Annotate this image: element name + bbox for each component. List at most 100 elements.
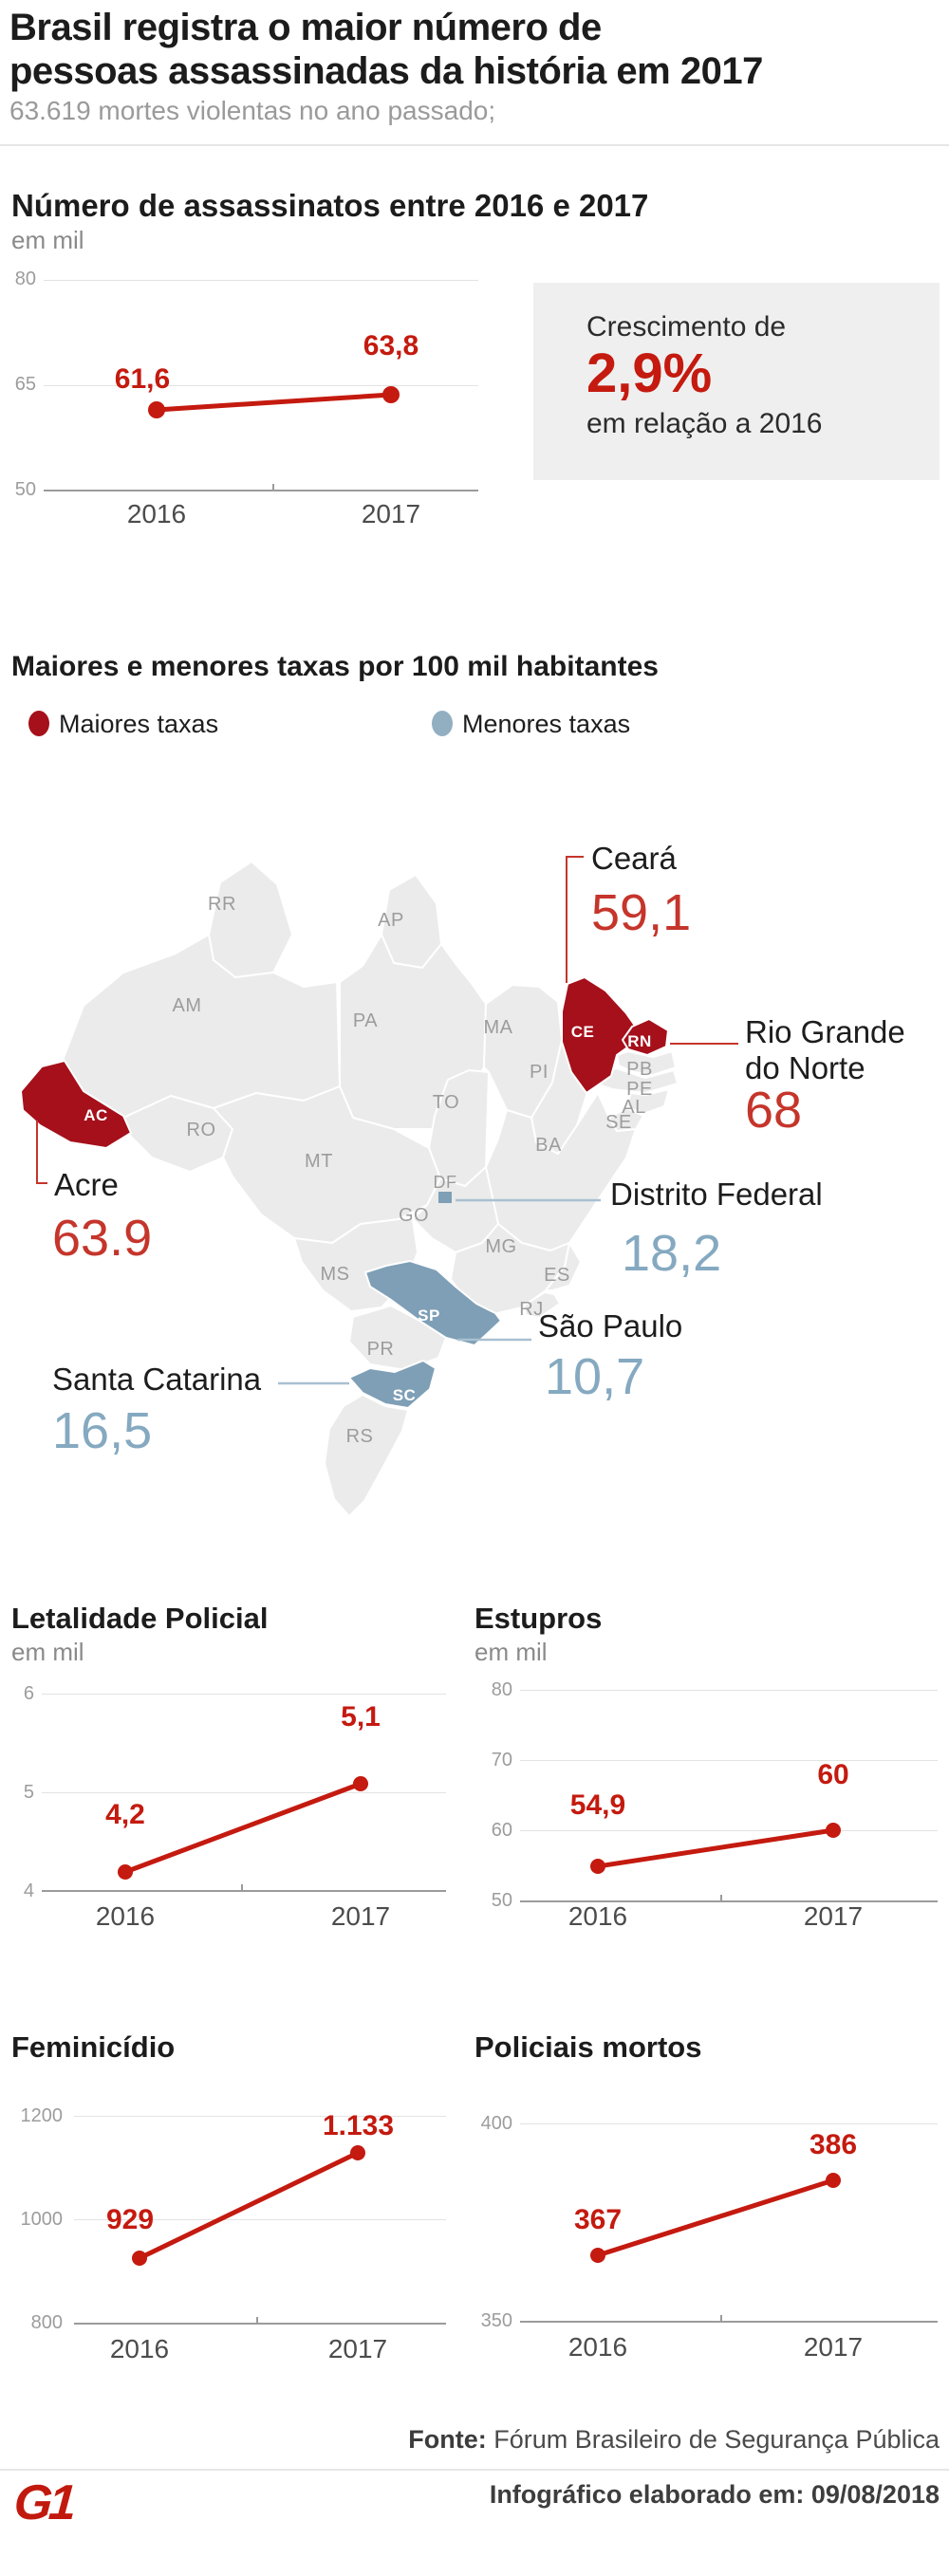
- data-point-2016: [132, 2251, 147, 2266]
- page-title-line2: pessoas assassinadas da história em 2017: [9, 50, 763, 92]
- sp-callout-name: São Paulo: [538, 1308, 682, 1344]
- state-mg: [450, 1223, 570, 1315]
- state-label-ac: AC: [84, 1106, 108, 1124]
- gridline: [42, 1792, 446, 1793]
- legend-high-label: Maiores taxas: [59, 710, 219, 738]
- femicide-xlabel-2016: 2016: [109, 2334, 170, 2363]
- state-label-rr: RR: [208, 894, 236, 915]
- source-line: Fonte: Fórum Brasileiro de Segurança Púb…: [275, 2425, 940, 2455]
- state-label-pi: PI: [530, 1062, 549, 1083]
- state-df-marker: [438, 1192, 452, 1203]
- page-title-line1: Brasil registra o maior número de: [9, 7, 602, 48]
- acre-callout-name: Acre: [54, 1167, 119, 1202]
- state-al: [625, 1088, 670, 1115]
- state-sc-highlight: [348, 1360, 437, 1409]
- state-label-sp: SP: [418, 1307, 440, 1325]
- axis-tick: [272, 484, 274, 490]
- femicide-line-chart: [132, 2145, 365, 2266]
- page-subtitle: 63.619 mortes violentas no ano passado;: [9, 96, 496, 125]
- rapes-ytick-60: 60: [491, 1820, 512, 1841]
- state-label-rs: RS: [346, 1426, 374, 1447]
- murders-chart-title: Número de assassinatos entre 2016 e 2017: [11, 188, 649, 223]
- data-point-2016: [590, 1859, 605, 1874]
- state-label-ro: RO: [187, 1120, 216, 1140]
- lethality-xlabel-2016: 2016: [95, 1901, 156, 1931]
- df-callout-value: 18,2: [622, 1225, 721, 1282]
- state-label-pr: PR: [367, 1339, 395, 1360]
- line-series: [156, 392, 392, 413]
- gridline: [74, 2219, 446, 2220]
- state-rs: [324, 1394, 409, 1517]
- df-callout-name: Distrito Federal: [610, 1177, 823, 1212]
- state-label-es: ES: [544, 1265, 570, 1286]
- data-point-2016: [590, 2248, 605, 2263]
- state-rn-highlight: [622, 1018, 669, 1056]
- rapes-ytick-80: 80: [491, 1679, 512, 1700]
- brazil-map: RR AP AM PA MA PI TO BA PB PE AL SE RO M…: [20, 841, 905, 1517]
- state-am: [61, 934, 341, 1119]
- rapes-title: Estupros: [474, 1602, 603, 1635]
- data-point-2016: [118, 1864, 133, 1880]
- rapes-ytick-70: 70: [491, 1750, 512, 1770]
- murders-xlabel-2017: 2017: [361, 499, 421, 528]
- source-label: Fonte:: [408, 2425, 487, 2454]
- murders-xlabel-2016: 2016: [126, 499, 187, 528]
- sc-callout-value: 16,5: [52, 1402, 152, 1459]
- state-label-ce: CE: [571, 1023, 595, 1041]
- state-label-ms: MS: [321, 1264, 350, 1285]
- state-sp-highlight: [364, 1260, 502, 1346]
- lethality-unit: em mil: [11, 1638, 84, 1666]
- x-axis: [520, 1900, 938, 1902]
- rapes-xlabel-2017: 2017: [803, 1901, 864, 1931]
- legend-high-dot-icon: [28, 711, 49, 736]
- police-xlabel-2017: 2017: [803, 2332, 864, 2362]
- acre-callout-value: 63.9: [52, 1210, 152, 1267]
- ceara-callout-name: Ceará: [591, 841, 678, 876]
- growth-box: Crescimento de 2,9% em relação a 2016: [533, 283, 940, 480]
- credit-line: Infográfico elaborado em: 09/08/2018: [489, 2480, 940, 2509]
- femicide-ytick-1200: 1200: [20, 2105, 64, 2126]
- legend-low-dot-icon: [432, 711, 453, 736]
- police-xlabel-2016: 2016: [568, 2332, 628, 2362]
- x-axis: [520, 2321, 938, 2323]
- lethality-value-2016: 4,2: [105, 1799, 145, 1830]
- axis-tick: [720, 2315, 722, 2321]
- state-label-am: AM: [173, 995, 202, 1016]
- state-label-go: GO: [399, 1205, 429, 1226]
- state-es: [545, 1242, 582, 1291]
- state-label-rj: RJ: [519, 1299, 543, 1320]
- state-label-al: AL: [622, 1097, 645, 1118]
- legend-low-label: Menores taxas: [462, 710, 631, 738]
- police-ytick-400: 400: [480, 2113, 512, 2134]
- sc-callout-name: Santa Catarina: [52, 1362, 262, 1397]
- state-label-mt: MT: [305, 1151, 333, 1172]
- axis-tick: [241, 1884, 243, 1890]
- police-line-chart: [590, 2173, 841, 2263]
- rapes-ytick-50: 50: [491, 1890, 512, 1911]
- murders-chart-unit: em mil: [11, 226, 84, 254]
- state-label-pa: PA: [353, 1010, 378, 1031]
- data-point-2017: [826, 2173, 841, 2188]
- gridline: [44, 385, 478, 386]
- data-point-2017: [350, 2145, 365, 2160]
- gridline: [44, 280, 478, 281]
- ceara-callout-line: [566, 856, 584, 983]
- state-label-se: SE: [605, 1112, 632, 1133]
- rn-callout-value: 68: [745, 1082, 802, 1139]
- growth-value: 2,9%: [586, 343, 713, 404]
- rapes-line-chart: [590, 1823, 841, 1874]
- lethality-line-chart: [118, 1776, 368, 1880]
- murders-ytick-50: 50: [14, 479, 36, 500]
- source-text: Fórum Brasileiro de Segurança Pública: [486, 2425, 940, 2454]
- state-label-to: TO: [433, 1092, 459, 1113]
- sp-callout-value: 10,7: [545, 1348, 644, 1405]
- g1-logo: G1: [11, 2475, 75, 2530]
- murders-value-2017: 63,8: [363, 330, 419, 361]
- state-label-mg: MG: [485, 1236, 516, 1257]
- state-se: [608, 1107, 644, 1132]
- data-point-2017: [382, 386, 400, 403]
- ceara-callout-value: 59,1: [591, 884, 691, 941]
- state-label-ma: MA: [484, 1017, 513, 1038]
- state-ce-highlight: [561, 976, 641, 1094]
- state-rj: [523, 1291, 561, 1319]
